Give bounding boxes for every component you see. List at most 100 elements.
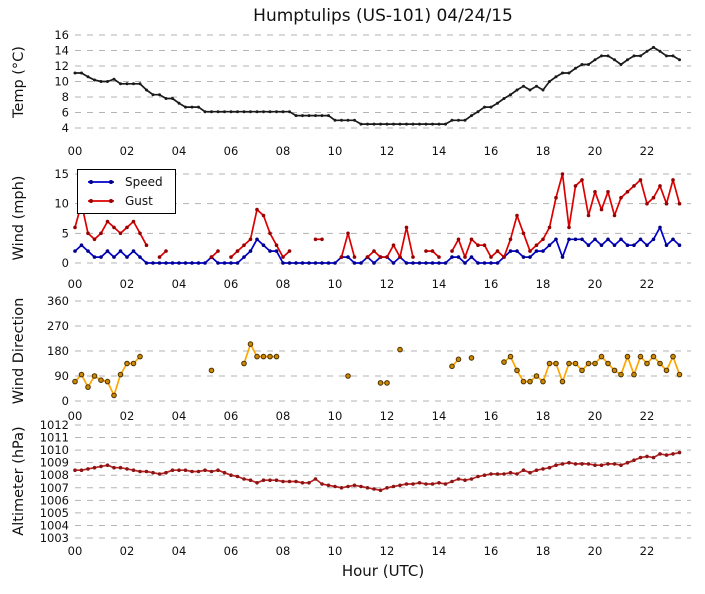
- temp-marker: [125, 82, 129, 86]
- gust-marker: [469, 237, 474, 242]
- temp-marker: [574, 66, 577, 70]
- temp-marker: [190, 105, 194, 109]
- altimeter-marker: [209, 469, 214, 474]
- temp-marker: [171, 97, 174, 100]
- altimeter-marker: [450, 479, 454, 484]
- speed-marker: [170, 261, 175, 265]
- gust-marker: [235, 249, 240, 253]
- altimeter-marker: [515, 472, 519, 476]
- temp-marker: [294, 114, 298, 118]
- gust-marker: [580, 178, 584, 182]
- temp-marker: [580, 63, 584, 66]
- temp-marker: [541, 88, 545, 92]
- direction-marker: [637, 353, 644, 360]
- legend-entry-gust: Gust: [86, 194, 163, 208]
- altimeter-marker: [79, 468, 84, 473]
- temp-marker: [476, 110, 480, 114]
- temp-marker: [509, 93, 512, 97]
- x-tick-label: 10: [328, 277, 343, 291]
- x-tick-label: 10: [328, 409, 343, 423]
- speed-marker: [352, 261, 357, 265]
- gust-marker: [424, 249, 428, 253]
- temp-marker: [619, 63, 623, 66]
- x-tick-label: 16: [484, 544, 499, 558]
- speed-marker: [463, 261, 467, 265]
- speed-marker: [86, 249, 90, 253]
- speed-marker: [573, 237, 578, 242]
- altimeter-marker: [489, 472, 493, 476]
- speed-marker: [469, 255, 474, 259]
- speed-marker: [222, 261, 227, 265]
- direction-marker: [605, 360, 611, 367]
- temp-marker: [567, 71, 571, 75]
- altimeter-marker: [469, 477, 474, 481]
- altimeter-marker: [606, 462, 610, 466]
- gust-marker: [281, 255, 285, 259]
- x-tick-label: 02: [120, 144, 135, 158]
- altimeter-marker: [476, 474, 480, 479]
- y-tick-label: 1010: [40, 443, 69, 457]
- temp-marker: [593, 58, 597, 62]
- speed-marker: [190, 261, 194, 265]
- gust-marker: [92, 237, 97, 242]
- legend-line-sample: [88, 180, 114, 184]
- speed-marker: [242, 255, 246, 259]
- temp-marker: [106, 80, 109, 83]
- gust-marker: [547, 225, 552, 230]
- gust-line: [74, 202, 148, 246]
- gust-marker: [229, 255, 233, 259]
- temp-marker: [561, 71, 564, 75]
- direction-marker: [72, 378, 78, 385]
- altimeter-marker: [417, 481, 422, 485]
- altimeter-marker: [157, 472, 162, 476]
- gust-marker: [372, 249, 376, 253]
- y-tick-label: 1011: [40, 431, 69, 445]
- gust-marker: [593, 190, 597, 194]
- speed-marker: [112, 255, 116, 259]
- gust-marker: [645, 201, 649, 206]
- speed-marker: [521, 255, 526, 259]
- direction-marker: [124, 360, 130, 367]
- altimeter-marker: [313, 477, 318, 481]
- altimeter-marker: [248, 478, 253, 483]
- altimeter-marker: [593, 463, 597, 468]
- speed-marker: [547, 243, 552, 247]
- gust-marker: [573, 184, 578, 188]
- direction-marker: [670, 353, 676, 360]
- altimeter-marker: [125, 467, 129, 471]
- speed-marker: [294, 261, 298, 265]
- gust-marker: [411, 255, 415, 259]
- direction-marker: [553, 360, 559, 367]
- altimeter-marker: [261, 478, 266, 483]
- gust-marker: [138, 231, 142, 236]
- temp-marker: [229, 110, 233, 114]
- speed-marker: [658, 225, 662, 230]
- direction-marker: [384, 380, 390, 386]
- altimeter-marker: [144, 469, 149, 474]
- gust-marker: [131, 219, 136, 224]
- temp-marker: [385, 122, 389, 126]
- temp-marker: [93, 78, 96, 82]
- temp-marker: [424, 122, 428, 126]
- gust-marker: [619, 195, 623, 200]
- temp-marker: [164, 97, 168, 100]
- gust-marker: [352, 255, 357, 259]
- y-tick-label: 1009: [40, 456, 69, 470]
- speed-marker: [515, 249, 519, 253]
- altimeter-marker: [411, 482, 415, 486]
- speed-marker: [248, 249, 253, 253]
- gust-marker: [378, 255, 383, 259]
- altimeter-marker: [235, 474, 240, 479]
- gust-marker: [346, 231, 350, 236]
- gust-marker: [391, 243, 396, 247]
- gust-marker: [567, 225, 571, 230]
- speed-marker: [489, 261, 493, 265]
- speed-marker: [417, 261, 422, 265]
- speed-marker: [79, 243, 84, 247]
- speed-marker: [183, 261, 188, 265]
- temp-marker: [405, 122, 408, 126]
- x-tick-label: 12: [380, 144, 395, 158]
- altimeter-marker: [112, 465, 116, 470]
- direction-marker: [618, 371, 624, 378]
- direction-marker: [559, 378, 566, 385]
